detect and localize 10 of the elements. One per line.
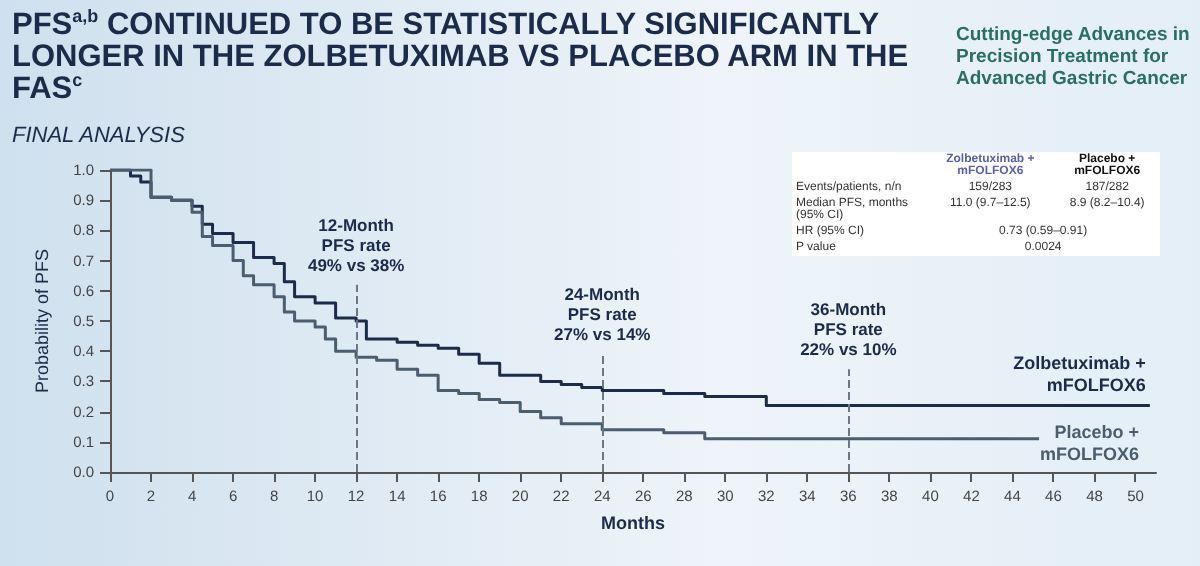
text: Cutting-edge Advances in Precision Treatment for Advanced Gastric Cancer (956, 24, 1192, 90)
chart-subtitle: FINAL ANALYSIS (12, 124, 185, 148)
y-axis-title: Probability of PFS (32, 248, 53, 394)
series-label: Zolbetuximab + mFOLFOX6 (1013, 352, 1146, 395)
ref-line-label: 24-Month PFS rate 27% vs 14% (554, 284, 652, 345)
ref-line-label: 12-Month PFS rate 49% vs 38% (307, 214, 406, 275)
ref-line-label: 36-Month PFS rate 22% vs 10% (800, 299, 898, 360)
series-label: Placebo + mFOLFOX6 (1040, 421, 1140, 464)
chart-title: PFS$^{a,b}$ CONTINUED TO BE STATISTICALLY SIGNIFICANTLY LONGER IN THE ZOLBETUXIMAB VS PLACEBO ARM IN THE FAS$^{c}$ (12, 5, 911, 106)
x-axis-title: Months (601, 512, 665, 533)
